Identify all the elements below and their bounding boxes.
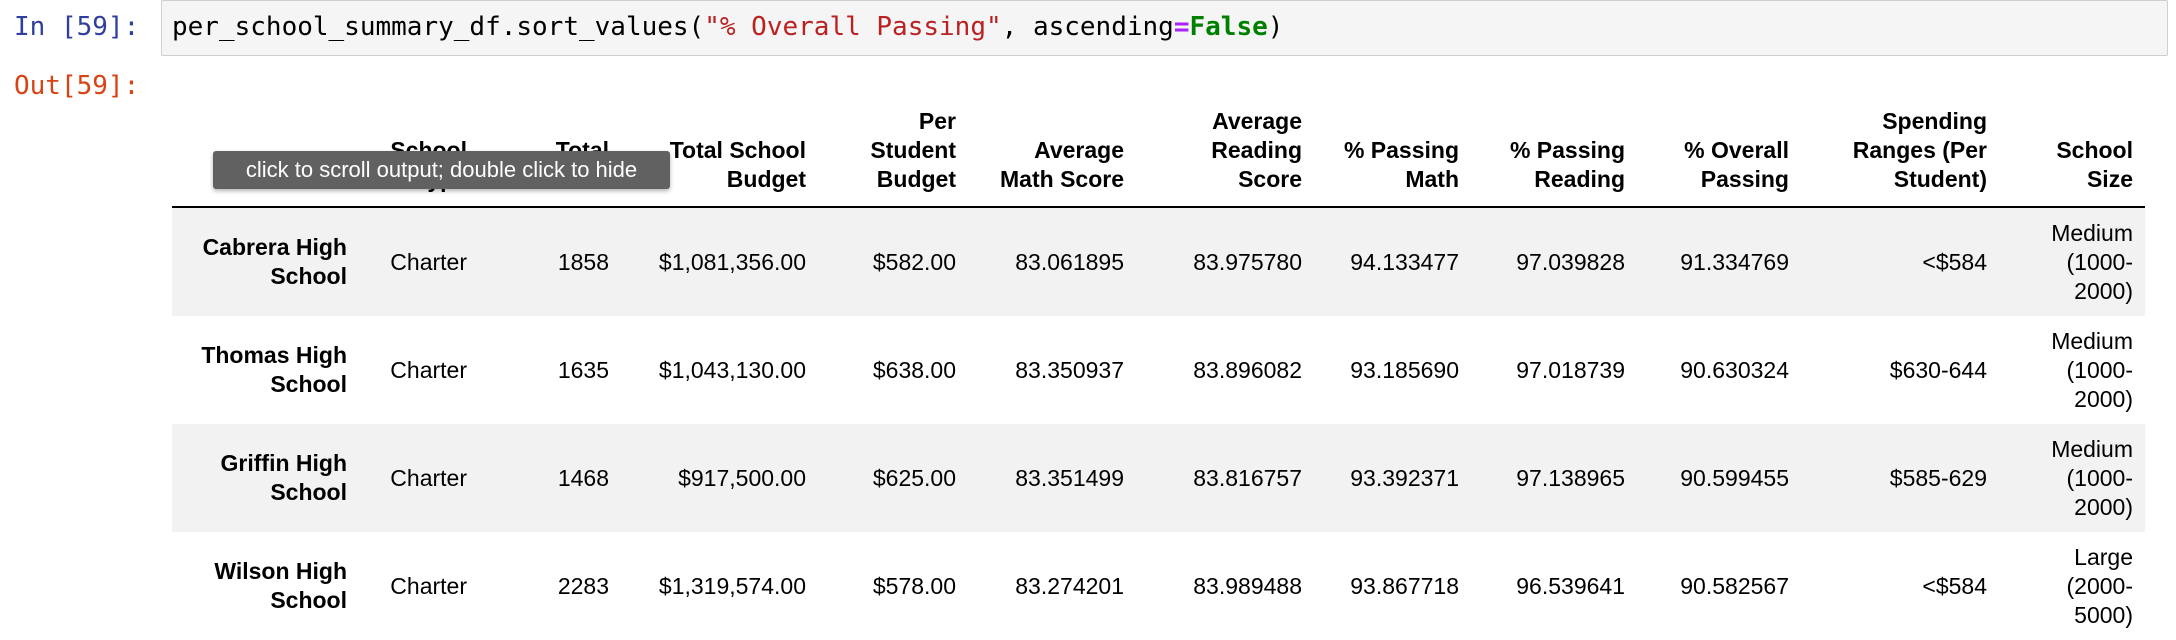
table-cell: 96.539641 <box>1516 572 1625 599</box>
row-index-label: Thomas High School <box>201 342 347 397</box>
table-cell: 83.350937 <box>1015 356 1124 383</box>
table-cell: 90.599455 <box>1680 464 1789 491</box>
header-divider <box>172 206 2145 208</box>
table-cell: 94.133477 <box>1350 248 1459 275</box>
column-header-9: % Overall Passing <box>1684 137 1789 192</box>
scroll-output-tooltip: click to scroll output; double click to … <box>213 151 670 189</box>
column-header-6: Average Reading Score <box>1211 108 1302 192</box>
table-cell: 83.975780 <box>1193 248 1302 275</box>
table-cell: 93.867718 <box>1350 572 1459 599</box>
table-cell: 83.061895 <box>1015 248 1124 275</box>
table-cell: 90.582567 <box>1680 572 1789 599</box>
table-cell: $630-644 <box>1889 356 1987 383</box>
code-close: ) <box>1267 12 1284 42</box>
column-header-4: Per Student Budget <box>870 108 956 192</box>
row-index-label: Griffin High School <box>220 450 347 505</box>
table-cell: <$584 <box>1922 248 1987 275</box>
table-cell: Large (2000- 5000) <box>2066 543 2133 628</box>
table-cell: 93.392371 <box>1350 464 1459 491</box>
column-header-11: School Size <box>2056 137 2133 192</box>
table-cell: 1858 <box>557 248 609 275</box>
code-line[interactable]: per_school_summary_df.sort_values("% Ove… <box>172 12 1283 42</box>
row-index-label: Cabrera High School <box>202 234 347 289</box>
table-cell: $1,319,574.00 <box>658 572 806 599</box>
column-header-7: % Passing Math <box>1343 137 1459 192</box>
table-cell: Charter <box>390 572 467 599</box>
table-row: Griffin High School Charter 1468 $917,500.0… <box>172 424 2145 532</box>
table-cell: 83.896082 <box>1193 356 1302 383</box>
table-cell: $1,081,356.00 <box>658 248 806 275</box>
table-cell: Medium (1000- 2000) <box>2051 219 2133 304</box>
row-index-label: Wilson High School <box>214 558 347 613</box>
table-row: Cabrera High School Charter 1858 $1,081,356… <box>172 208 2145 316</box>
table-cell: 93.185690 <box>1350 356 1459 383</box>
column-header-3: Total School Budget <box>669 137 806 192</box>
column-header-10: Spending Ranges (Per Student) <box>1852 108 1987 192</box>
table-cell: Charter <box>390 464 467 491</box>
table-cell: 1635 <box>557 356 609 383</box>
table-cell: $585-629 <box>1889 464 1987 491</box>
table-cell: 91.334769 <box>1680 248 1789 275</box>
table-cell: 97.039828 <box>1516 248 1625 275</box>
code-keyword: False <box>1189 12 1268 42</box>
table-cell: Medium (1000- 2000) <box>2051 327 2133 412</box>
table-cell: 90.630324 <box>1680 356 1789 383</box>
code-input-cell[interactable]: per_school_summary_df.sort_values("% Ove… <box>161 0 2168 56</box>
table-cell: Medium (1000- 2000) <box>2051 435 2133 520</box>
table-cell: 97.018739 <box>1516 356 1625 383</box>
table-cell: 97.138965 <box>1516 464 1625 491</box>
code-string-arg: "% Overall Passing" <box>704 12 1002 42</box>
table-cell: $625.00 <box>872 464 956 491</box>
table-cell: 83.816757 <box>1193 464 1302 491</box>
table-cell: Charter <box>390 356 467 383</box>
table-row: Wilson High School Charter 2283 $1,319,574.… <box>172 532 2145 640</box>
output-prompt[interactable]: Out[59]: <box>14 71 140 101</box>
table-cell: $917,500.00 <box>678 464 806 491</box>
code-separator: , ascending <box>1001 12 1174 42</box>
code-object: per_school_summary_df.sort_values( <box>172 12 705 42</box>
table-cell: $1,043,130.00 <box>658 356 806 383</box>
table-cell: $578.00 <box>872 572 956 599</box>
table-cell: 2283 <box>557 572 609 599</box>
table-cell: $638.00 <box>872 356 956 383</box>
table-cell: $582.00 <box>872 248 956 275</box>
table-cell: <$584 <box>1922 572 1987 599</box>
table-cell: Charter <box>390 248 467 275</box>
table-cell: 83.351499 <box>1015 464 1124 491</box>
column-header-5: Average Math Score <box>1000 137 1124 192</box>
input-prompt: In [59]: <box>14 12 140 42</box>
table-cell: 83.274201 <box>1015 572 1124 599</box>
table-row: Thomas High School Charter 1635 $1,043,130.… <box>172 316 2145 424</box>
column-header-8: % Passing Reading <box>1509 137 1625 192</box>
table-cell: 83.989488 <box>1193 572 1302 599</box>
code-operator: = <box>1173 12 1190 42</box>
table-cell: 1468 <box>557 464 609 491</box>
